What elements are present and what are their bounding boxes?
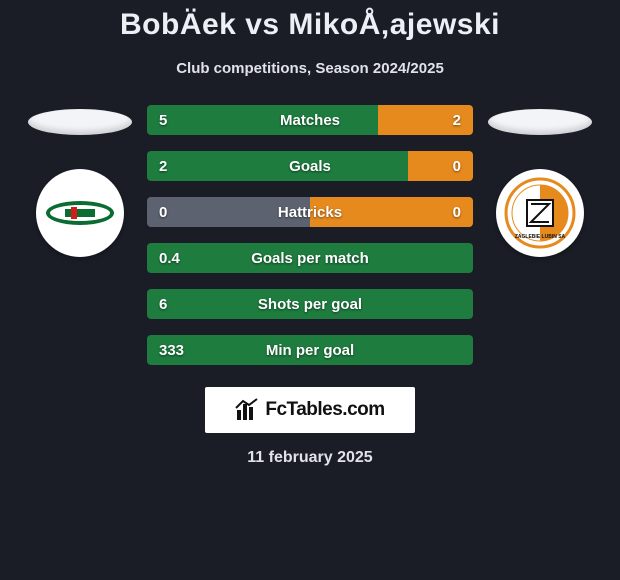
stat-bar-left — [147, 197, 310, 227]
stat-bar-left — [147, 335, 473, 365]
stat-bar-right — [310, 197, 473, 227]
date-text: 11 february 2025 — [247, 449, 372, 467]
branding-text: FcTables.com — [265, 399, 384, 421]
bars-icon — [235, 398, 259, 422]
stat-row: 0.4Goals per match — [147, 243, 473, 273]
stat-row: 6Shots per goal — [147, 289, 473, 319]
stat-row: 52Matches — [147, 105, 473, 135]
stats-column: 52Matches 20Goals 00Hattricks 0.4Goals per … — [135, 105, 485, 381]
page-title: BobÄek vs MikoÅ‚ajewski — [0, 8, 620, 42]
left-club-badge — [36, 169, 124, 257]
lechia-crest-icon — [45, 193, 115, 233]
stat-row: 333Min per goal — [147, 335, 473, 365]
stat-row: 00Hattricks — [147, 197, 473, 227]
right-player-avatar-placeholder — [488, 109, 592, 135]
footer: FcTables.com 11 february 2025 — [0, 387, 620, 467]
stat-bar-right — [408, 151, 473, 181]
right-player-col: ZAGLEBIE LUBIN SA — [485, 105, 595, 257]
zaglebie-crest-icon: ZAGLEBIE LUBIN SA — [503, 176, 577, 250]
stat-row: 20Goals — [147, 151, 473, 181]
subtitle: Club competitions, Season 2024/2025 — [0, 60, 620, 77]
left-player-avatar-placeholder — [28, 109, 132, 135]
right-club-badge: ZAGLEBIE LUBIN SA — [496, 169, 584, 257]
stat-bar-left — [147, 105, 378, 135]
stat-bar-left — [147, 243, 473, 273]
stat-bar-left — [147, 289, 473, 319]
left-player-col — [25, 105, 135, 257]
stat-bar-left — [147, 151, 408, 181]
stat-bar-right — [378, 105, 473, 135]
main-row: 52Matches 20Goals 00Hattricks 0.4Goals per … — [0, 105, 620, 381]
svg-text:ZAGLEBIE LUBIN SA: ZAGLEBIE LUBIN SA — [515, 234, 566, 240]
branding-badge[interactable]: FcTables.com — [205, 387, 415, 433]
